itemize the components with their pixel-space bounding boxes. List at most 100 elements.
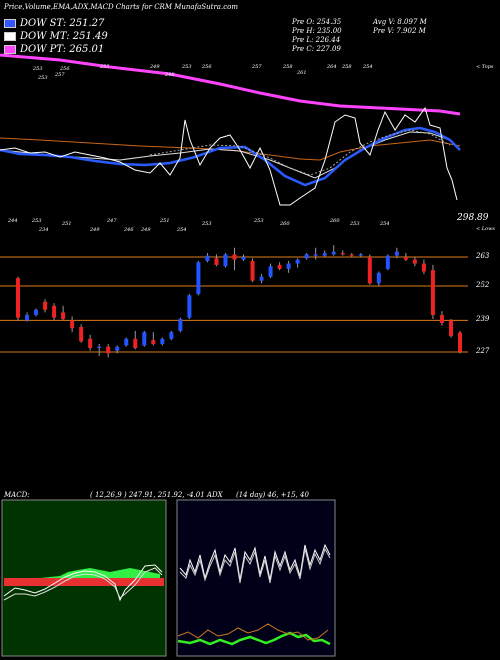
candle-body <box>178 319 183 331</box>
legend-swatch-st <box>4 19 16 28</box>
dow-mt-line <box>0 106 458 206</box>
candles <box>16 245 462 358</box>
candle-body <box>115 346 120 351</box>
candle-body <box>322 253 327 256</box>
tick-label: 249 <box>90 227 100 233</box>
candle-body <box>196 262 201 294</box>
tops-label: < Tops <box>476 64 494 70</box>
candle-body <box>295 259 300 264</box>
price-level-label: 239 <box>476 315 490 324</box>
candle-body <box>79 326 84 342</box>
legend-item-pt: DOW PT: 265.01 <box>4 44 104 55</box>
candle-body <box>331 251 336 255</box>
candle-body <box>97 346 102 349</box>
candle-body <box>286 263 291 269</box>
candle-body <box>223 254 228 267</box>
candle-body <box>142 332 147 346</box>
candle-body <box>313 254 318 256</box>
legend-label-mt: DOW MT: 251.49 <box>20 31 108 42</box>
tick-label: 261 <box>297 70 307 76</box>
info-prev-vol: Pre V: 7.902 M <box>373 27 426 35</box>
tick-label: 260 <box>280 221 290 227</box>
candle-body <box>403 257 408 260</box>
tick-label: 260 <box>330 218 340 224</box>
ema-panel <box>0 53 461 206</box>
info-avg-vol: Avg V: 8.097 M <box>373 18 427 26</box>
tick-label: 257 <box>252 64 262 70</box>
legend-label-st: DOW ST: 251.27 <box>20 18 105 29</box>
candle-body <box>70 320 75 329</box>
ema-dotted-line <box>149 129 451 176</box>
candle-body <box>88 338 93 349</box>
tick-label: 249 <box>141 227 151 233</box>
legend-item-mt: DOW MT: 251.49 <box>4 31 108 42</box>
tick-label: 253 <box>254 218 264 224</box>
di-plus-line <box>177 631 331 646</box>
last-value-label: 298.89 <box>457 213 489 223</box>
macd-signal-line <box>3 567 163 601</box>
macd-zero-band <box>4 578 164 586</box>
candle-body <box>458 332 462 352</box>
tick-label: 246 <box>124 227 134 233</box>
ema-white-line <box>0 131 461 179</box>
ema-orange-line <box>0 137 461 161</box>
price-level-label: 252 <box>476 281 490 290</box>
candle-body <box>52 305 57 318</box>
adx-line-2 <box>179 547 331 584</box>
candle-body <box>340 253 345 255</box>
candle-body <box>304 254 309 259</box>
candle-body <box>169 332 174 339</box>
candle-body <box>439 315 444 323</box>
tick-label: 253 <box>33 66 43 72</box>
candle-body <box>412 259 417 264</box>
macd-values: ( 12,26,9 ) 247.91, 251.92, -4.01 ADX <box>90 491 223 499</box>
legend-item-st: DOW ST: 251.27 <box>4 18 104 29</box>
candle-body <box>241 257 246 260</box>
candle-body <box>349 254 354 256</box>
adx-panel <box>176 499 336 657</box>
tick-label: 256 <box>202 64 212 70</box>
candle-body <box>25 315 30 321</box>
candle-body <box>16 278 20 318</box>
candle-body <box>124 338 129 346</box>
tick-label: 253 <box>182 64 192 70</box>
adx-panel-frame <box>176 499 336 657</box>
candle-body <box>367 257 372 284</box>
candle-body <box>214 258 219 265</box>
tick-label: 253 <box>38 75 48 81</box>
tick-label: 251 <box>62 221 72 227</box>
tick-label: 264 <box>327 64 337 70</box>
tick-label: 251 <box>160 218 170 224</box>
candle-body <box>106 346 111 354</box>
tick-label: 244 <box>8 218 18 224</box>
candle-body <box>421 263 426 272</box>
tick-label: 254 <box>380 221 390 227</box>
adx-values: (14 day) 46, +15, 40 <box>236 491 309 499</box>
tick-label: 258 <box>283 64 293 70</box>
tick-label: 254 <box>363 64 373 70</box>
candle-body <box>376 272 381 284</box>
dow-st-line <box>0 126 461 187</box>
legend-label-pt: DOW PT: 265.01 <box>20 44 105 55</box>
tick-label: 234 <box>39 227 49 233</box>
tick-label: 258 <box>342 64 352 70</box>
price-level-label: 227 <box>476 347 490 355</box>
tick-label: 247 <box>107 218 117 224</box>
macd-panel <box>1 499 167 657</box>
tick-label: 253 <box>202 221 212 227</box>
candle-body <box>385 255 390 269</box>
lows-label: < Lows <box>476 226 495 232</box>
candle-body <box>205 255 210 261</box>
candle-body <box>187 295 192 318</box>
tick-label: 253 <box>350 221 360 227</box>
tick-label: 257 <box>55 72 65 78</box>
macd-line <box>3 564 163 602</box>
tick-label: 253 <box>32 218 42 224</box>
info-prev-open: Pre O: 254.35 <box>292 18 342 26</box>
candle-body <box>61 312 66 320</box>
candle-body <box>394 251 399 256</box>
candle-body <box>160 338 165 345</box>
tick-label: 249 <box>150 64 160 70</box>
